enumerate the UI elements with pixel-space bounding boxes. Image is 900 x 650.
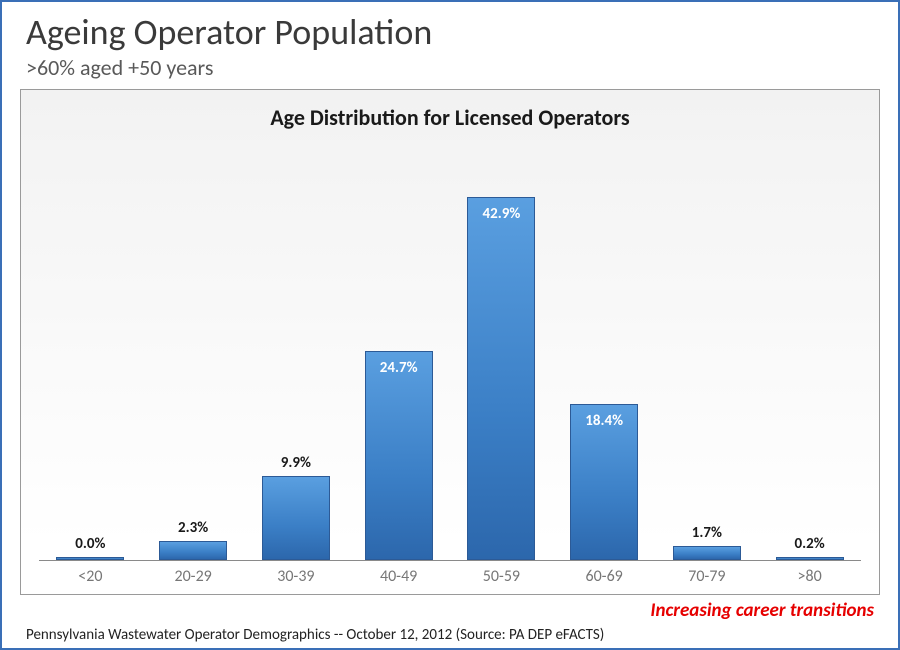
bar-value-label: 9.9% bbox=[281, 454, 311, 472]
bar-value-label: 1.7% bbox=[692, 524, 722, 542]
bar bbox=[262, 476, 330, 560]
bar-value-label: 0.2% bbox=[795, 535, 825, 553]
category-label: 60-69 bbox=[553, 567, 656, 586]
bar-slot: 1.7% bbox=[656, 137, 759, 560]
bar-value-label: 0.0% bbox=[75, 535, 105, 553]
slide-frame: Ageing Operator Population >60% aged +50… bbox=[0, 0, 900, 650]
bar bbox=[467, 197, 535, 560]
bar-slot: 18.4% bbox=[553, 137, 656, 560]
bar-slot: 42.9% bbox=[450, 137, 553, 560]
category-label: >80 bbox=[758, 567, 861, 586]
category-label: 70-79 bbox=[656, 567, 759, 586]
category-label: 30-39 bbox=[245, 567, 348, 586]
category-label: 20-29 bbox=[142, 567, 245, 586]
bars-area: 0.0% 2.3% 9.9% 24.7% 42.9% 18.4% 1.7% 0.2% bbox=[39, 137, 861, 561]
chart-title: Age Distribution for Licensed Operators bbox=[39, 104, 861, 131]
bar-value-label: 24.7% bbox=[380, 359, 418, 377]
category-label: 50-59 bbox=[450, 567, 553, 586]
bar-slot: 0.2% bbox=[758, 137, 861, 560]
category-label: 40-49 bbox=[347, 567, 450, 586]
bar-value-label: 2.3% bbox=[178, 519, 208, 537]
bar-slot: 2.3% bbox=[142, 137, 245, 560]
bar-slot: 0.0% bbox=[39, 137, 142, 560]
page-title: Ageing Operator Population bbox=[26, 10, 880, 54]
bar-value-label: 18.4% bbox=[585, 412, 623, 430]
category-axis: <2020-2930-3940-4950-5960-6970-79>80 bbox=[39, 567, 861, 586]
bar bbox=[159, 541, 227, 560]
bar bbox=[776, 557, 844, 560]
bar bbox=[365, 351, 433, 560]
page-subtitle: >60% aged +50 years bbox=[26, 54, 880, 81]
chart-panel: Age Distribution for Licensed Operators … bbox=[20, 89, 880, 595]
bar bbox=[673, 546, 741, 560]
footer-source: Pennsylvania Wastewater Operator Demogra… bbox=[26, 626, 880, 644]
category-label: <20 bbox=[39, 567, 142, 586]
bar-slot: 9.9% bbox=[245, 137, 348, 560]
bar bbox=[56, 557, 124, 560]
bar-slot: 24.7% bbox=[347, 137, 450, 560]
callout-text: Increasing career transitions bbox=[20, 599, 874, 622]
bar-value-label: 42.9% bbox=[483, 205, 521, 223]
